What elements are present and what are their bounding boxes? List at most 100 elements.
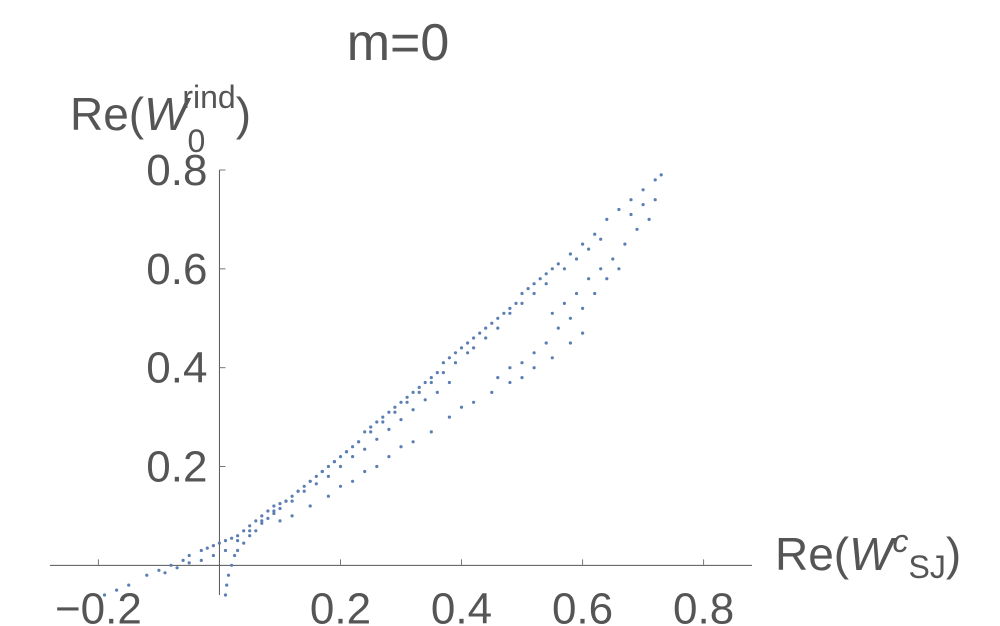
data-point [593,232,597,236]
y-ticks: 0.2 0.4 0.6 0.8 [146,146,226,492]
data-point [544,341,548,345]
data-point [260,521,264,525]
data-point [338,484,343,488]
data-point [272,509,276,513]
data-point [429,376,433,380]
data-point [236,539,240,543]
data-point [587,277,591,281]
data-point [278,506,282,511]
data-point [223,548,228,553]
data-point [338,464,343,469]
data-point [641,188,645,192]
data-point [544,282,548,286]
data-point [502,311,506,315]
data-point [296,489,300,493]
data-point [260,514,264,518]
data-point [102,593,107,597]
data-point [532,282,536,286]
data-point [236,534,240,538]
data-point [169,563,173,567]
data-point [236,548,240,553]
data-point [484,336,488,340]
data-point [344,450,349,454]
data-point [230,536,234,540]
data-point [429,380,433,385]
x-ticks: −0.2 0.2 0.4 0.6 0.8 [55,559,734,626]
data-point [381,415,385,419]
data-point [581,331,585,335]
data-point [411,440,415,444]
data-point [363,447,367,451]
data-point [272,511,276,516]
data-point [205,546,209,550]
data-point [308,504,312,508]
data-point [484,326,488,330]
x-axis-label: Re(WcSJ) [775,523,961,585]
data-point [568,341,573,345]
data-point [399,418,403,422]
data-point [393,410,397,414]
data-point [496,316,500,320]
data-point [302,484,306,488]
data-point [447,356,451,360]
data-point [187,553,191,558]
data-point [411,390,415,394]
data-point [351,455,355,459]
data-point [459,346,464,350]
data-point [544,272,548,276]
data-point [115,588,119,592]
data-point [199,548,203,553]
data-point [490,321,494,325]
y-axis-label: Re(W0rind) [70,79,251,159]
data-point [248,534,252,538]
data-point [308,479,312,483]
data-point [508,380,512,385]
data-point [187,561,191,565]
data-point [617,267,621,271]
data-point [496,376,500,380]
x-tick-label: 0.4 [431,584,492,626]
data-point [260,519,264,523]
data-point [508,306,512,310]
data-point [520,361,524,365]
data-point [423,380,427,385]
data-point [369,430,373,434]
data-point [199,558,203,563]
data-point [550,356,554,360]
data-point [599,267,603,271]
data-point [581,306,585,310]
data-point [568,252,573,256]
data-point [326,464,330,469]
data-point [157,568,161,572]
data-point [587,247,591,251]
data-point [466,341,470,345]
data-point [520,376,524,380]
data-point [326,474,330,478]
data-point [472,400,476,404]
y-tick-label: 0.2 [146,443,207,492]
data-point [581,242,585,246]
data-point [278,519,282,523]
data-point [562,301,567,305]
data-point [574,291,579,296]
data-point [233,553,237,558]
data-point [181,558,185,563]
data-point [223,593,228,597]
data-point [326,494,330,498]
data-point [429,430,433,434]
data-point [381,420,385,424]
data-point [302,489,306,493]
data-point [629,212,633,217]
data-point [605,277,609,281]
data-point [387,427,391,431]
data-point [332,460,336,464]
data-point [375,437,379,441]
data-point [417,385,421,389]
data-point [217,541,221,545]
data-point [254,529,258,533]
data-point [211,544,215,548]
data-point [617,207,621,212]
data-point [472,336,476,340]
data-point [226,573,231,577]
